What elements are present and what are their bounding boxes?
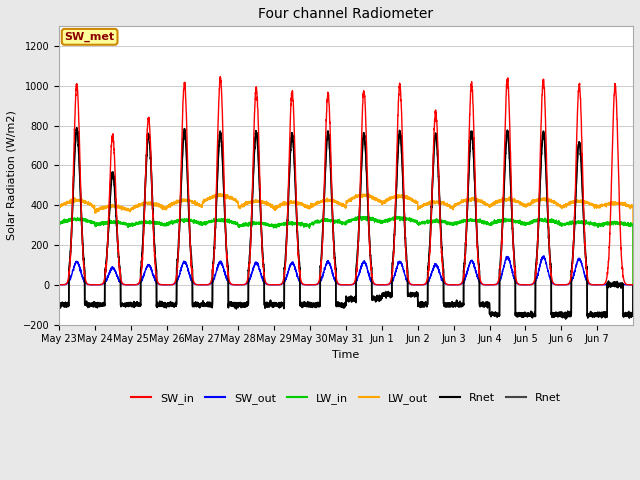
Rnet bbox=[562, 316, 570, 322]
Rnet bbox=[504, 130, 511, 136]
Rnet bbox=[55, 302, 63, 308]
Rnet bbox=[629, 282, 637, 288]
LW_in bbox=[532, 218, 540, 224]
SW_in bbox=[398, 134, 406, 140]
SW_in bbox=[216, 73, 224, 79]
SW_in bbox=[504, 79, 511, 84]
LW_in bbox=[393, 214, 401, 219]
LW_out bbox=[629, 282, 637, 288]
SW_out bbox=[55, 282, 63, 288]
LW_in bbox=[398, 217, 406, 223]
Rnet bbox=[55, 301, 63, 307]
Rnet bbox=[562, 316, 570, 322]
Rnet bbox=[532, 264, 540, 270]
Rnet bbox=[73, 125, 81, 131]
LW_out bbox=[55, 203, 63, 209]
Line: Rnet: Rnet bbox=[59, 128, 633, 319]
X-axis label: Time: Time bbox=[332, 350, 360, 360]
Rnet bbox=[504, 130, 511, 135]
Y-axis label: Solar Radiation (W/m2): Solar Radiation (W/m2) bbox=[7, 110, 17, 240]
Legend: SW_in, SW_out, LW_in, LW_out, Rnet, Rnet: SW_in, SW_out, LW_in, LW_out, Rnet, Rnet bbox=[127, 389, 565, 408]
Rnet bbox=[174, 250, 182, 256]
LW_in bbox=[174, 218, 182, 224]
Line: Rnet: Rnet bbox=[59, 128, 633, 319]
SW_in bbox=[367, 272, 375, 277]
LW_out bbox=[547, 198, 554, 204]
SW_out bbox=[174, 276, 182, 282]
Title: Four channel Radiometer: Four channel Radiometer bbox=[259, 7, 433, 21]
LW_out bbox=[174, 198, 182, 204]
SW_out bbox=[629, 282, 637, 288]
Text: SW_met: SW_met bbox=[65, 32, 115, 42]
LW_in bbox=[629, 282, 637, 288]
Rnet bbox=[547, 264, 554, 270]
Rnet bbox=[367, 266, 375, 272]
SW_out bbox=[547, 277, 554, 283]
Rnet bbox=[547, 264, 554, 269]
SW_out bbox=[398, 262, 406, 268]
LW_out bbox=[532, 197, 540, 203]
SW_in bbox=[174, 255, 182, 261]
SW_out bbox=[532, 277, 540, 283]
SW_in bbox=[547, 266, 554, 272]
SW_in bbox=[55, 282, 63, 288]
Line: SW_out: SW_out bbox=[59, 256, 633, 285]
LW_in bbox=[55, 221, 63, 227]
LW_out bbox=[217, 191, 225, 196]
LW_in bbox=[367, 217, 375, 223]
Rnet bbox=[398, 162, 406, 168]
LW_in bbox=[504, 218, 511, 224]
Rnet bbox=[73, 125, 81, 131]
SW_out bbox=[504, 255, 511, 261]
LW_in bbox=[547, 218, 554, 224]
SW_out bbox=[540, 253, 548, 259]
LW_out bbox=[398, 195, 406, 201]
SW_in bbox=[532, 268, 540, 274]
Line: LW_in: LW_in bbox=[59, 216, 633, 285]
Rnet bbox=[174, 250, 182, 256]
Rnet bbox=[629, 282, 637, 288]
LW_out bbox=[367, 192, 375, 198]
Line: LW_out: LW_out bbox=[59, 193, 633, 285]
LW_out bbox=[504, 196, 511, 202]
Line: SW_in: SW_in bbox=[59, 76, 633, 285]
Rnet bbox=[367, 265, 375, 271]
SW_in bbox=[629, 282, 637, 288]
Rnet bbox=[532, 264, 540, 270]
SW_out bbox=[367, 277, 375, 283]
Rnet bbox=[398, 162, 406, 168]
